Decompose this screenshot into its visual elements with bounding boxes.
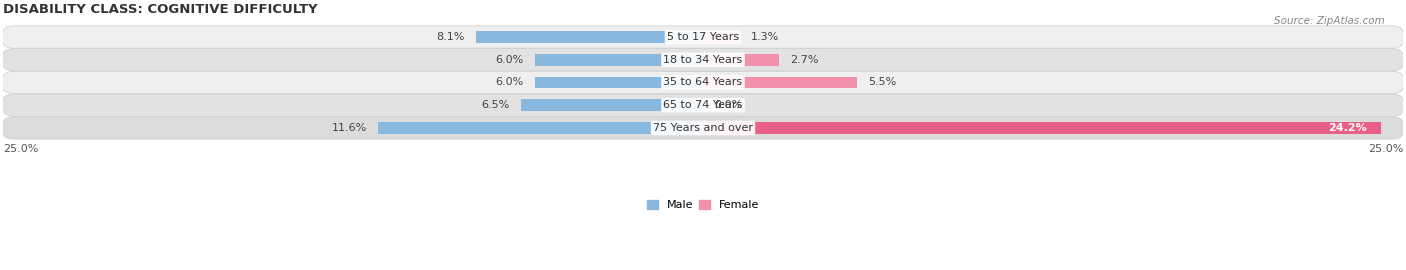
Text: 6.0%: 6.0% (495, 55, 524, 65)
Bar (378, 122, 703, 134)
FancyBboxPatch shape (3, 49, 1403, 71)
Text: 8.1%: 8.1% (436, 32, 465, 42)
Legend: Male, Female: Male, Female (643, 195, 763, 214)
Text: 5.5%: 5.5% (869, 77, 897, 87)
Bar (703, 31, 740, 43)
Text: Source: ZipAtlas.com: Source: ZipAtlas.com (1274, 16, 1385, 26)
Text: 75 Years and over: 75 Years and over (652, 123, 754, 133)
Text: 25.0%: 25.0% (1368, 144, 1403, 154)
Text: 25.0%: 25.0% (3, 144, 38, 154)
Bar (522, 99, 703, 111)
Text: 5 to 17 Years: 5 to 17 Years (666, 32, 740, 42)
Text: 35 to 64 Years: 35 to 64 Years (664, 77, 742, 87)
Text: 6.0%: 6.0% (495, 77, 524, 87)
Bar (477, 31, 703, 43)
Text: 65 to 74 Years: 65 to 74 Years (664, 100, 742, 110)
Text: DISABILITY CLASS: COGNITIVE DIFFICULTY: DISABILITY CLASS: COGNITIVE DIFFICULTY (3, 3, 318, 16)
FancyBboxPatch shape (3, 117, 1403, 139)
Text: 0.0%: 0.0% (714, 100, 742, 110)
Text: 2.7%: 2.7% (790, 55, 818, 65)
Bar (534, 54, 703, 66)
Bar (703, 77, 858, 88)
Text: 6.5%: 6.5% (481, 100, 510, 110)
Bar (534, 77, 703, 88)
FancyBboxPatch shape (3, 71, 1403, 94)
Text: 18 to 34 Years: 18 to 34 Years (664, 55, 742, 65)
FancyBboxPatch shape (3, 94, 1403, 116)
Bar (703, 54, 779, 66)
Bar (703, 122, 1381, 134)
Text: 24.2%: 24.2% (1329, 123, 1367, 133)
FancyBboxPatch shape (3, 26, 1403, 48)
Text: 11.6%: 11.6% (332, 123, 367, 133)
Text: 1.3%: 1.3% (751, 32, 779, 42)
